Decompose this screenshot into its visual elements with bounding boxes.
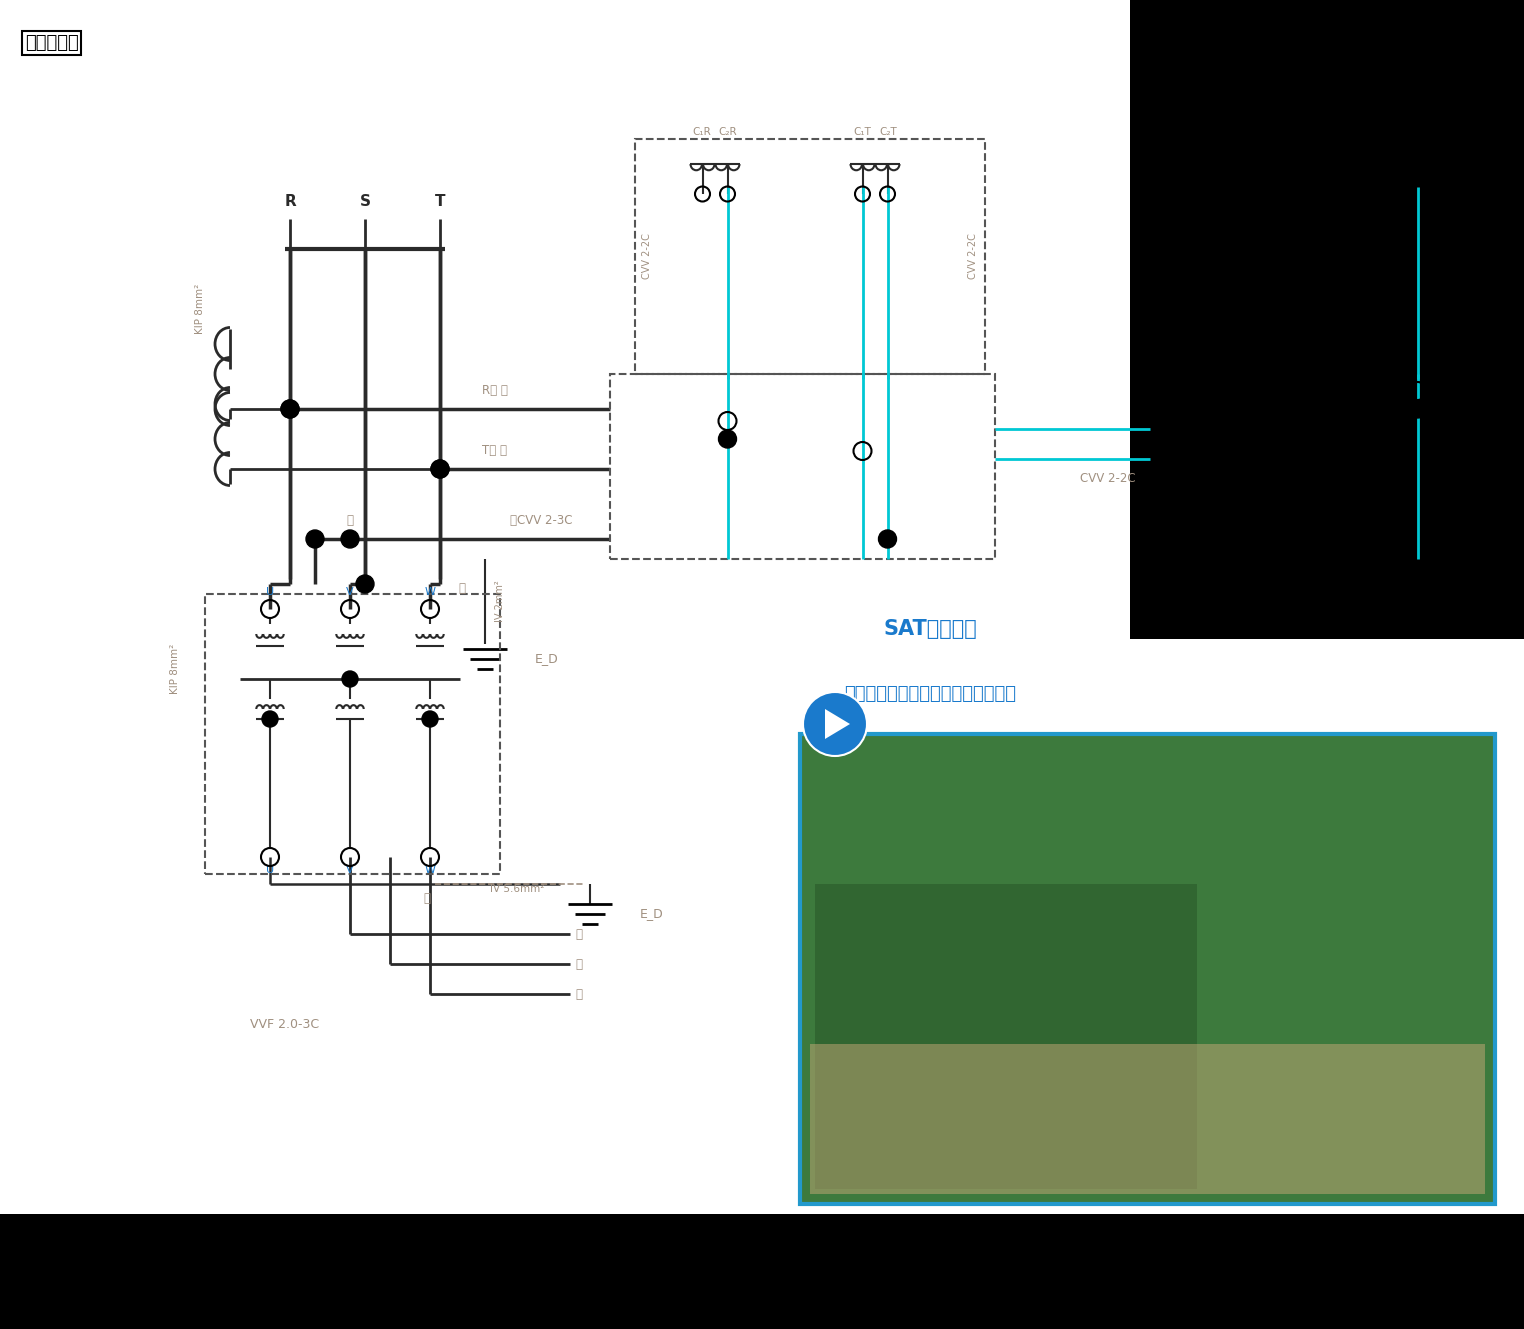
- Bar: [0, 1213, 1524, 1329]
- Text: C₂T: C₂T: [879, 128, 898, 137]
- Text: KIP 8mm²: KIP 8mm²: [171, 643, 180, 694]
- Text: E_D: E_D: [640, 908, 664, 921]
- Circle shape: [1408, 400, 1426, 419]
- Circle shape: [280, 400, 299, 419]
- Polygon shape: [824, 708, 850, 739]
- Text: V: V: [346, 587, 354, 597]
- Text: U: U: [265, 865, 274, 874]
- Bar: [809, 1045, 1484, 1193]
- Text: 【複線図】: 【複線図】: [24, 35, 79, 52]
- Text: VVF 2.0-3C: VVF 2.0-3C: [250, 1018, 319, 1030]
- Text: CVV 2-2C: CVV 2-2C: [642, 234, 652, 279]
- Text: T: T: [434, 194, 445, 209]
- Text: W: W: [425, 865, 436, 874]
- Text: IV 5.6mm²: IV 5.6mm²: [491, 884, 544, 894]
- Circle shape: [341, 530, 360, 548]
- Text: 緑: 緑: [459, 582, 465, 595]
- Text: C₂R: C₂R: [719, 128, 738, 137]
- Circle shape: [803, 692, 867, 756]
- Text: 黒: 黒: [575, 928, 582, 941]
- Text: IV 2mm²: IV 2mm²: [495, 581, 504, 622]
- Text: V: V: [346, 865, 354, 874]
- Circle shape: [422, 711, 437, 727]
- Text: C₁R: C₁R: [692, 128, 712, 137]
- Text: CVV 2-2C: CVV 2-2C: [1081, 473, 1135, 485]
- Bar: [1129, 0, 1524, 639]
- Text: T相 黒: T相 黒: [483, 444, 507, 457]
- Circle shape: [718, 431, 736, 448]
- Text: W: W: [425, 587, 436, 597]
- Text: 白: 白: [346, 514, 354, 528]
- Circle shape: [431, 460, 450, 478]
- Text: E_D: E_D: [535, 653, 559, 666]
- Text: CVV 2-2C: CVV 2-2C: [968, 234, 978, 279]
- Text: 白: 白: [575, 957, 582, 970]
- Bar: [815, 884, 1198, 1189]
- Bar: [800, 734, 1495, 1204]
- Text: 赤: 赤: [575, 987, 582, 1001]
- Text: U: U: [265, 587, 274, 597]
- Circle shape: [306, 530, 325, 548]
- Text: 緑: 緑: [424, 893, 430, 905]
- Text: S: S: [360, 194, 370, 209]
- Text: テキストを見ながら技能練習を行う: テキストを見ながら技能練習を行う: [844, 684, 1017, 703]
- Circle shape: [878, 530, 896, 548]
- Text: KIP 8mm²: KIP 8mm²: [195, 284, 206, 334]
- Text: R相 赤: R相 赤: [482, 384, 507, 397]
- Text: 白CVV 2-3C: 白CVV 2-3C: [511, 514, 573, 528]
- Text: SAT教材では: SAT教材では: [882, 619, 977, 639]
- Text: C₁T: C₁T: [853, 128, 870, 137]
- Circle shape: [431, 460, 450, 478]
- Circle shape: [357, 575, 373, 593]
- Circle shape: [262, 711, 277, 727]
- Text: R: R: [283, 194, 296, 209]
- Circle shape: [280, 400, 299, 419]
- Circle shape: [341, 671, 358, 687]
